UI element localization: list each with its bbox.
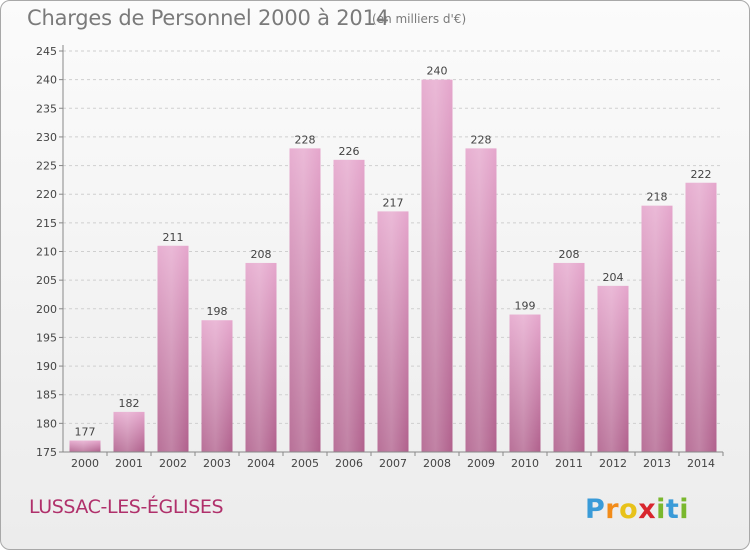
bar-shine-2008 bbox=[421, 79, 453, 453]
y-tick-label: 205 bbox=[36, 274, 57, 287]
x-tick-label-2007: 2007 bbox=[379, 457, 407, 470]
y-tick-label: 245 bbox=[36, 45, 57, 58]
x-tick-label-2010: 2010 bbox=[511, 457, 539, 470]
x-tick-label-2009: 2009 bbox=[467, 457, 495, 470]
x-tick-label-2008: 2008 bbox=[423, 457, 451, 470]
data-label-2007: 217 bbox=[383, 196, 404, 209]
y-tick-label: 195 bbox=[36, 331, 57, 344]
y-tick-label: 235 bbox=[36, 102, 57, 115]
bar-shine-2013 bbox=[641, 205, 673, 452]
y-tick-label: 185 bbox=[36, 389, 57, 402]
data-label-2006: 226 bbox=[339, 145, 360, 158]
bars: 177 182 211 198 208 228 226 217 240 228 199 208 204 2… bbox=[69, 65, 717, 453]
y-tick-label: 190 bbox=[36, 360, 57, 373]
x-tick-label-2011: 2011 bbox=[555, 457, 583, 470]
x-tick-label-2012: 2012 bbox=[599, 457, 627, 470]
y-tick-label: 225 bbox=[36, 160, 57, 173]
bar-shine-2003 bbox=[201, 320, 233, 452]
y-tick-label: 200 bbox=[36, 303, 57, 316]
y-tick-label: 175 bbox=[36, 446, 57, 459]
data-label-2001: 182 bbox=[119, 397, 140, 410]
x-tick-label-2014: 2014 bbox=[687, 457, 715, 470]
bar-shine-2010 bbox=[509, 314, 541, 452]
data-label-2009: 228 bbox=[471, 133, 492, 146]
x-tick-label-2006: 2006 bbox=[335, 457, 363, 470]
data-label-2010: 199 bbox=[515, 300, 536, 313]
bar-shine-2002 bbox=[157, 245, 189, 452]
bar-shine-2007 bbox=[377, 211, 409, 452]
data-label-2012: 204 bbox=[603, 271, 624, 284]
data-label-2000: 177 bbox=[75, 426, 96, 439]
x-tick-label-2004: 2004 bbox=[247, 457, 275, 470]
x-tick-label-2005: 2005 bbox=[291, 457, 319, 470]
svg-text:Proxiti: Proxiti bbox=[585, 494, 689, 525]
bar-shine-2004 bbox=[245, 262, 277, 452]
bar-shine-2012 bbox=[597, 285, 629, 452]
chart-subtitle: (en milliers d'€) bbox=[372, 12, 467, 26]
data-label-2008: 240 bbox=[427, 65, 448, 78]
x-tick-label-2003: 2003 bbox=[203, 457, 231, 470]
proxiti-logo: Proxiti bbox=[585, 494, 689, 525]
x-tick-label-2002: 2002 bbox=[159, 457, 187, 470]
bar-shine-2005 bbox=[289, 148, 321, 452]
bar-shine-2000 bbox=[69, 440, 101, 452]
bar-shine-2006 bbox=[333, 159, 365, 453]
data-label-2002: 211 bbox=[163, 231, 184, 244]
x-tick-label-2000: 2000 bbox=[71, 457, 99, 470]
bar-shine-2001 bbox=[113, 411, 145, 452]
data-label-2013: 218 bbox=[647, 191, 668, 204]
bar-shine-2009 bbox=[465, 148, 497, 452]
y-tick-label: 220 bbox=[36, 188, 57, 201]
data-label-2011: 208 bbox=[559, 248, 580, 261]
data-label-2003: 198 bbox=[207, 305, 228, 318]
axes: 175 180 185 190 195 200 205 210 215 220 225 230 235 2… bbox=[36, 45, 724, 470]
bar-shine-2014 bbox=[685, 182, 717, 452]
data-label-2014: 222 bbox=[691, 168, 712, 181]
chart-title: Charges de Personnel 2000 à 2014 bbox=[27, 6, 389, 30]
x-tick-label-2013: 2013 bbox=[643, 457, 671, 470]
y-tick-label: 180 bbox=[36, 417, 57, 430]
x-tick-label-2001: 2001 bbox=[115, 457, 143, 470]
y-tick-label: 215 bbox=[36, 217, 57, 230]
place-name: LUSSAC-LES-ÉGLISES bbox=[29, 496, 224, 518]
y-tick-label: 240 bbox=[36, 74, 57, 87]
bar-shine-2011 bbox=[553, 262, 585, 452]
y-tick-label: 210 bbox=[36, 246, 57, 259]
y-tick-label: 230 bbox=[36, 131, 57, 144]
data-label-2004: 208 bbox=[251, 248, 272, 261]
data-label-2005: 228 bbox=[295, 133, 316, 146]
